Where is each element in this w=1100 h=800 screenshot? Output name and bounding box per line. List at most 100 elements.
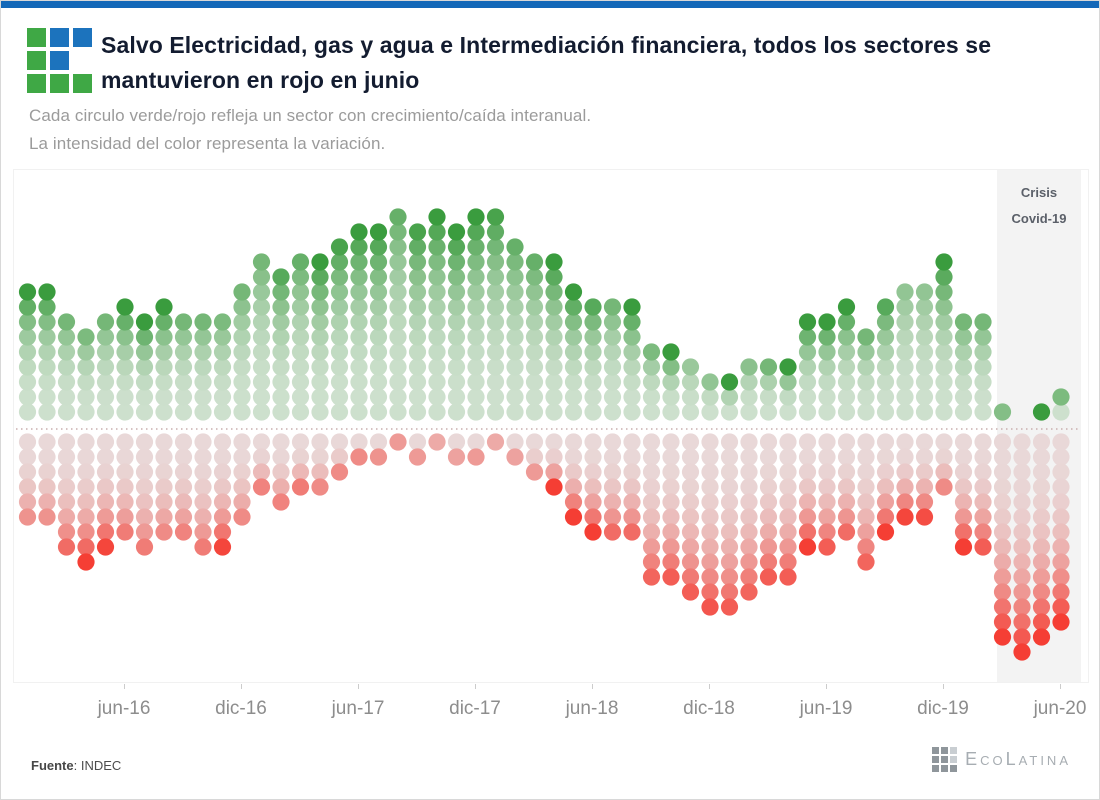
- growth-sector-dot: [233, 328, 251, 346]
- decline-sector-dot: [77, 553, 95, 571]
- decline-sector-dot: [720, 523, 739, 541]
- decline-sector-dot: [642, 493, 661, 511]
- decline-sector-dot: [623, 463, 641, 481]
- growth-sector-dot: [194, 403, 212, 421]
- decline-sector-dot: [1032, 478, 1051, 496]
- decline-sector-dot: [252, 463, 271, 481]
- growth-sector-dot: [974, 358, 992, 376]
- decline-sector-dot: [896, 463, 914, 481]
- growth-sector-dot: [642, 373, 661, 391]
- growth-sector-dot: [428, 223, 446, 241]
- decline-sector-dot: [642, 508, 661, 526]
- decline-sector-dot: [96, 478, 115, 496]
- decline-sector-dot: [38, 478, 56, 496]
- growth-sector-dot: [993, 403, 1012, 421]
- decline-sector-dot: [155, 508, 173, 526]
- decline-sector-dot: [369, 433, 388, 451]
- growth-sector-dot: [954, 358, 973, 376]
- growth-sector-dot: [38, 343, 56, 361]
- decline-sector-dot: [545, 478, 563, 496]
- brand-mark-square: [932, 765, 940, 772]
- growth-sector-dot: [330, 268, 349, 286]
- decline-sector-dot: [759, 493, 778, 511]
- decline-sector-dot: [174, 508, 193, 526]
- growth-sector-dot: [408, 388, 427, 406]
- growth-sector-dot: [525, 403, 544, 421]
- decline-sector-dot: [1032, 463, 1051, 481]
- decline-sector-dot: [740, 478, 758, 496]
- growth-sector-dot: [837, 358, 856, 376]
- growth-sector-dot: [447, 283, 466, 301]
- growth-sector-dot: [213, 358, 232, 376]
- growth-sector-dot: [486, 358, 505, 376]
- growth-sector-dot: [486, 388, 505, 406]
- decline-sector-dot: [506, 433, 524, 451]
- growth-sector-dot: [330, 358, 349, 376]
- growth-sector-dot: [135, 373, 154, 391]
- growth-sector-dot: [77, 403, 95, 421]
- decline-sector-dot: [720, 448, 739, 466]
- decline-sector-dot: [720, 493, 739, 511]
- growth-sector-dot: [720, 373, 739, 391]
- growth-sector-dot: [506, 238, 524, 256]
- x-axis-label: dic-18: [683, 698, 735, 719]
- growth-sector-dot: [467, 298, 485, 316]
- decline-sector-dot: [642, 478, 661, 496]
- decline-sector-dot: [603, 493, 622, 511]
- brand-mark-square: [941, 765, 949, 772]
- decline-sector-dot: [57, 448, 76, 466]
- growth-sector-dot: [935, 253, 953, 271]
- decline-sector-dot: [779, 433, 797, 451]
- decline-sector-dot: [38, 463, 56, 481]
- decline-sector-dot: [1013, 628, 1031, 646]
- decline-sector-dot: [57, 463, 76, 481]
- growth-sector-dot: [330, 343, 349, 361]
- decline-sector-dot: [798, 448, 817, 466]
- decline-sector-dot: [701, 523, 719, 541]
- growth-sector-dot: [174, 313, 193, 331]
- growth-sector-dot: [701, 388, 719, 406]
- decline-sector-dot: [740, 553, 758, 571]
- decline-sector-dot: [720, 568, 739, 586]
- decline-sector-dot: [194, 448, 212, 466]
- decline-sector-dot: [759, 463, 778, 481]
- growth-sector-dot: [330, 388, 349, 406]
- growth-sector-dot: [662, 388, 680, 406]
- decline-sector-dot: [857, 493, 875, 511]
- growth-sector-dot: [233, 283, 251, 301]
- brand-mark-icon: [932, 747, 958, 772]
- growth-sector-dot: [38, 328, 56, 346]
- growth-sector-dot: [545, 283, 563, 301]
- decline-sector-dot: [681, 493, 700, 511]
- decline-sector-dot: [194, 463, 212, 481]
- growth-sector-dot: [369, 238, 388, 256]
- decline-sector-dot: [18, 478, 37, 496]
- decline-sector-dot: [681, 478, 700, 496]
- growth-sector-dot: [545, 298, 563, 316]
- decline-sector-dot: [57, 478, 76, 496]
- decline-sector-dot: [603, 523, 622, 541]
- growth-sector-dot: [623, 298, 641, 316]
- growth-sector-dot: [662, 403, 680, 421]
- decline-sector-dot: [116, 478, 134, 496]
- growth-sector-dot: [486, 283, 505, 301]
- growth-sector-dot: [467, 403, 485, 421]
- growth-sector-dot: [759, 388, 778, 406]
- growth-sector-dot: [603, 373, 622, 391]
- decline-sector-dot: [915, 463, 934, 481]
- growth-sector-dot: [837, 373, 856, 391]
- growth-sector-dot: [896, 298, 914, 316]
- growth-sector-dot: [467, 283, 485, 301]
- decline-sector-dot: [974, 508, 992, 526]
- decline-sector-dot: [194, 508, 212, 526]
- x-axis-label: dic-19: [917, 698, 969, 719]
- growth-sector-dot: [506, 403, 524, 421]
- growth-sector-dot: [564, 373, 583, 391]
- growth-sector-dot: [545, 373, 563, 391]
- decline-sector-dot: [1032, 583, 1051, 601]
- logo-square: [27, 74, 46, 93]
- logo-square: [50, 51, 69, 70]
- growth-sector-dot: [369, 343, 388, 361]
- top-accent-bar: [1, 1, 1099, 8]
